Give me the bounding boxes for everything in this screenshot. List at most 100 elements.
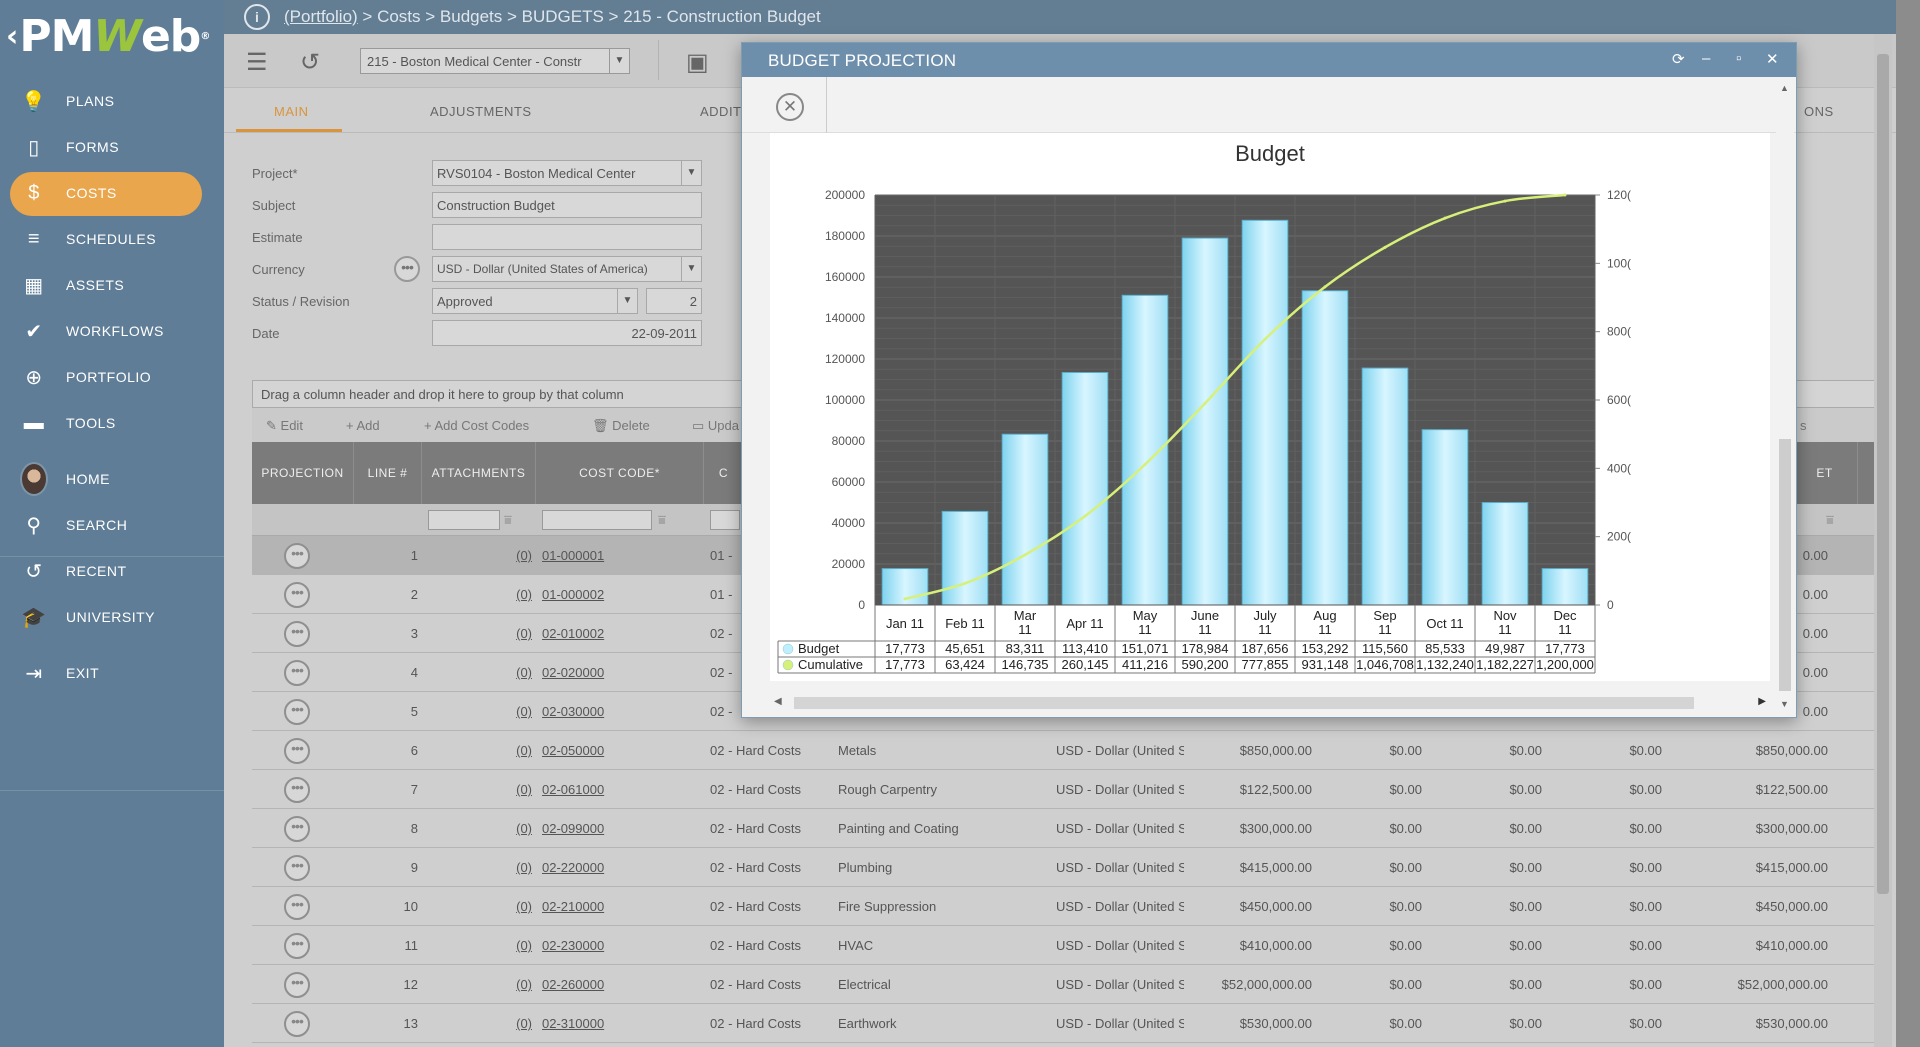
cell-att[interactable]: (0)	[516, 899, 532, 914]
dialog-vertical-scrollbar[interactable]: ▲ ▼	[1776, 83, 1794, 713]
cell-att[interactable]: (0)	[516, 782, 532, 797]
projection-more-button[interactable]: •••	[284, 543, 310, 569]
cell-att[interactable]: (0)	[516, 587, 532, 602]
save-icon[interactable]: ▣	[686, 49, 709, 76]
projection-more-button[interactable]: •••	[284, 1011, 310, 1037]
scrollbar-thumb[interactable]	[794, 697, 1694, 709]
cell-att[interactable]: (0)	[516, 860, 532, 875]
col-cost-code[interactable]: COST CODE*	[536, 442, 704, 504]
cell-code[interactable]: 02-050000	[542, 743, 605, 758]
projection-more-button[interactable]: •••	[284, 933, 310, 959]
page-scrollbar[interactable]	[1874, 34, 1892, 1047]
projection-more-button[interactable]: •••	[284, 816, 310, 842]
projection-more-button[interactable]: •••	[284, 894, 310, 920]
table-row[interactable]: ••• 13 (0) 02-310000 02 - Hard Costs Earthwor…	[252, 1004, 1876, 1043]
cell-code[interactable]: 02-061000	[542, 782, 605, 797]
cell-att[interactable]: (0)	[516, 665, 532, 680]
cell-code[interactable]: 02-010002	[542, 626, 605, 641]
cell-att[interactable]: (0)	[516, 548, 532, 563]
breadcrumb-portfolio-link[interactable]: (Portfolio)	[284, 7, 358, 26]
cell-att[interactable]: (0)	[516, 1016, 532, 1031]
sidebar-item-workflows[interactable]: ✔ WORKFLOWS	[0, 308, 224, 354]
estimate-input[interactable]	[432, 224, 702, 250]
sidebar-item-university[interactable]: 🎓 UNIVERSITY	[0, 594, 224, 640]
scroll-up-icon[interactable]: ▲	[1780, 83, 1789, 93]
minimize-icon[interactable]: –	[1702, 50, 1711, 67]
cell-code[interactable]: 02-260000	[542, 977, 605, 992]
cell-code[interactable]: 02-220000	[542, 860, 605, 875]
cell-att[interactable]: (0)	[516, 626, 532, 641]
project-select[interactable]: RVS0104 - Boston Medical Center ▼	[432, 160, 702, 186]
table-row[interactable]: ••• 10 (0) 02-210000 02 - Hard Costs Fire Sup…	[252, 887, 1876, 926]
c-filter-input[interactable]	[710, 510, 740, 530]
sidebar-item-forms[interactable]: ▯ FORMS	[0, 124, 224, 170]
chevron-down-icon[interactable]: ▼	[681, 161, 701, 185]
filter-icon[interactable]: ⩸	[658, 512, 666, 527]
sidebar-item-exit[interactable]: ⇥ EXIT	[0, 650, 224, 696]
cell-code[interactable]: 02-230000	[542, 938, 605, 953]
projection-more-button[interactable]: •••	[284, 972, 310, 998]
subject-input[interactable]: Construction Budget	[432, 192, 702, 218]
filter-icon[interactable]: ⩸	[1826, 512, 1834, 527]
currency-more-button[interactable]: •••	[394, 256, 420, 282]
add-cost-codes-button[interactable]: + Add Cost Codes	[424, 418, 529, 433]
sidebar-item-schedules[interactable]: ≡ SCHEDULES	[0, 216, 224, 262]
scrollbar-thumb[interactable]	[1779, 439, 1791, 691]
cell-att[interactable]: (0)	[516, 743, 532, 758]
projection-more-button[interactable]: •••	[284, 699, 310, 725]
dialog-horizontal-scrollbar[interactable]: ◀ ▶	[770, 694, 1770, 712]
sidebar-item-tools[interactable]: ▬ TOOLS	[0, 400, 224, 446]
cell-att[interactable]: (0)	[516, 977, 532, 992]
close-circle-button[interactable]: ✕	[776, 93, 804, 121]
sidebar-item-portfolio[interactable]: ⊕ PORTFOLIO	[0, 354, 224, 400]
revision-input[interactable]: 2	[646, 288, 702, 314]
tab-main[interactable]: MAIN	[274, 104, 309, 119]
cell-att[interactable]: (0)	[516, 704, 532, 719]
col-line[interactable]: LINE #	[354, 442, 422, 504]
grid-tool-right[interactable]: s	[1800, 418, 1807, 433]
table-row[interactable]: ••• 12 (0) 02-260000 02 - Hard Costs Electric…	[252, 965, 1876, 1004]
currency-select[interactable]: USD - Dollar (United States of America) ▼	[432, 256, 702, 282]
list-icon[interactable]: ☰	[246, 49, 268, 76]
edit-button[interactable]: ✎ Edit	[266, 418, 303, 434]
sidebar-item-recent[interactable]: ↺ RECENT	[0, 548, 224, 594]
update-button[interactable]: ▭ Upda	[692, 418, 739, 434]
cell-att[interactable]: (0)	[516, 938, 532, 953]
col-c[interactable]: C	[704, 442, 744, 504]
table-row[interactable]: ••• 6 (0) 02-050000 02 - Hard Costs Metals USD…	[252, 731, 1876, 770]
cell-code[interactable]: 01-000001	[542, 548, 605, 563]
table-row[interactable]: ••• 9 (0) 02-220000 02 - Hard Costs Plumbing U…	[252, 848, 1876, 887]
add-button[interactable]: + Add	[346, 418, 380, 433]
history-icon[interactable]: ↺	[300, 49, 321, 76]
projection-more-button[interactable]: •••	[284, 660, 310, 686]
date-field[interactable]: 22-09-2011	[432, 320, 702, 346]
filter-icon[interactable]: ⩸	[504, 512, 512, 527]
table-row[interactable]: ••• 7 (0) 02-061000 02 - Hard Costs Rough Car…	[252, 770, 1876, 809]
cost-code-filter-input[interactable]	[542, 510, 652, 530]
scroll-right-icon[interactable]: ▶	[1758, 696, 1766, 707]
back-chevron-icon[interactable]: ‹	[6, 18, 18, 54]
projection-more-button[interactable]: •••	[284, 582, 310, 608]
attachments-filter-input[interactable]	[428, 510, 500, 530]
tab-options[interactable]: ONS	[1804, 104, 1834, 119]
cell-code[interactable]: 02-210000	[542, 899, 605, 914]
cell-code[interactable]: 02-030000	[542, 704, 605, 719]
sidebar-item-search[interactable]: ⚲ SEARCH	[0, 502, 224, 548]
record-select[interactable]: 215 - Boston Medical Center - Constr ▼	[360, 48, 630, 74]
projection-more-button[interactable]: •••	[284, 855, 310, 881]
status-select[interactable]: Approved ▼	[432, 288, 638, 314]
delete-button[interactable]: 🗑 Delete	[592, 418, 650, 434]
info-icon[interactable]: i	[244, 4, 270, 30]
projection-more-button[interactable]: •••	[284, 777, 310, 803]
scrollbar-thumb[interactable]	[1877, 54, 1889, 894]
chevron-down-icon[interactable]: ▼	[681, 257, 701, 281]
sidebar-item-plans[interactable]: 💡 PLANS	[0, 78, 224, 124]
tab-additional[interactable]: ADDITI	[700, 104, 746, 119]
table-row[interactable]: ••• 11 (0) 02-230000 02 - Hard Costs HVAC USD …	[252, 926, 1876, 965]
refresh-icon[interactable]: ⟳	[1672, 51, 1685, 68]
cell-code[interactable]: 02-310000	[542, 1016, 605, 1031]
scroll-down-icon[interactable]: ▼	[1780, 699, 1789, 709]
cell-code[interactable]: 02-020000	[542, 665, 605, 680]
table-row[interactable]: ••• 8 (0) 02-099000 02 - Hard Costs Painting …	[252, 809, 1876, 848]
